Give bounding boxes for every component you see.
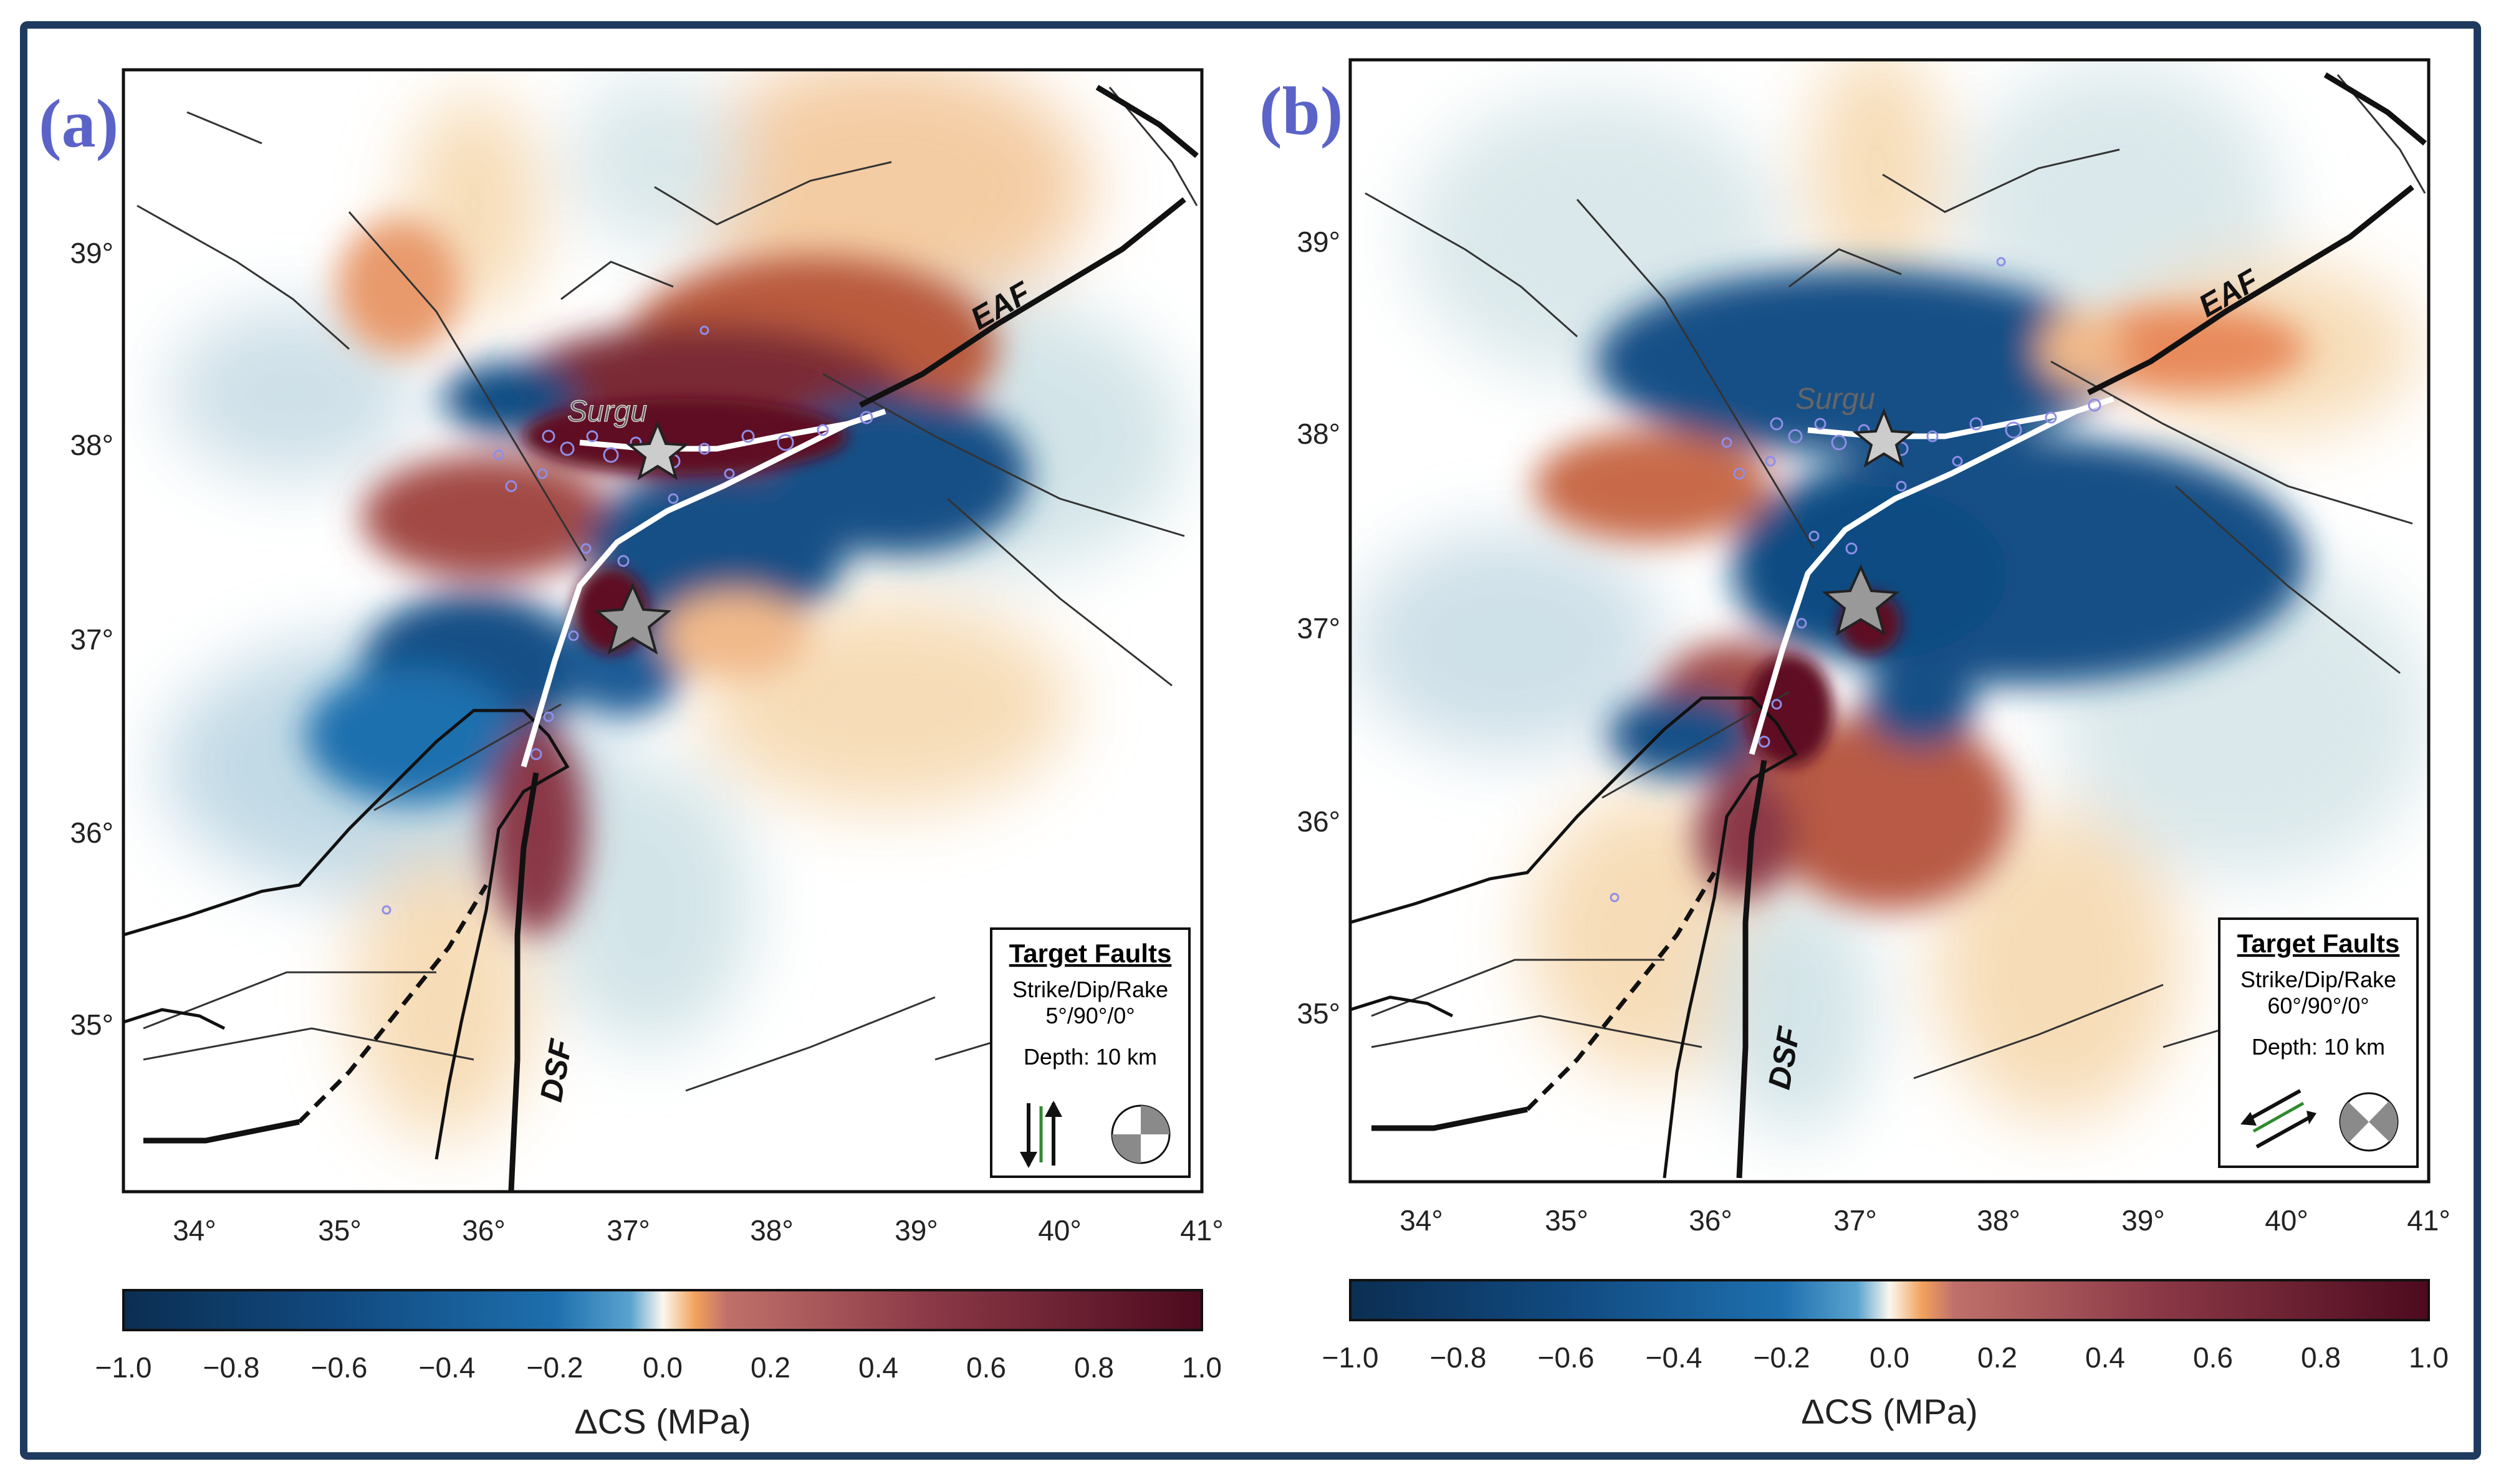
cb-tick-a: −0.4 — [419, 1351, 476, 1384]
target-faults-legend-b: Target Faults Strike/Dip/Rake 60°/90°/0°… — [2218, 917, 2419, 1168]
lat-tick-b-35: 35° — [1297, 997, 1340, 1030]
aftershocks-b — [1610, 257, 2101, 902]
lon-tick-b-34: 34° — [1399, 1204, 1443, 1237]
colorbar-gradient-b — [1349, 1279, 2430, 1321]
lon-axis-a: 34° 35° 36° 37° 38° 39° 40° 41° — [173, 1214, 1224, 1247]
lon-tick-a-34: 34° — [173, 1214, 216, 1247]
lon-tick-a-37: 37° — [607, 1214, 650, 1247]
inferred-fault-b — [1525, 871, 1717, 1111]
cb-tick-a: 0.2 — [751, 1351, 790, 1384]
map-frame-b — [1348, 58, 2431, 1184]
legend-depth-b: Depth: 10 km — [2252, 1034, 2385, 1060]
cb-tick-a: 0.6 — [966, 1351, 1006, 1384]
epicenter-star-a1 — [626, 420, 689, 481]
lon-axis-b: 34° 35° 36° 37° 38° 39° 40° 41° — [1399, 1204, 2451, 1237]
colorbar-label-a: ΔCS (MPa) — [574, 1402, 751, 1441]
cb-tick-b: −0.6 — [1538, 1341, 1595, 1374]
epicenter-star-b1 — [1852, 408, 1916, 468]
panel-label-a: (a) — [39, 85, 118, 161]
cb-tick-b: −1.0 — [1322, 1341, 1379, 1374]
inferred-fault-a — [297, 884, 489, 1124]
minor-faults-a — [137, 87, 1198, 1092]
panel-label-b: (b) — [1259, 73, 1343, 149]
label-surgu-a: Surgu — [567, 395, 647, 428]
lat-tick-a-39: 39° — [70, 237, 113, 269]
coastline-b — [1350, 696, 1798, 1179]
stress-field-b: Surgu EAF DSF — [1350, 60, 2429, 1182]
lon-tick-b-35: 35° — [1545, 1204, 1588, 1237]
colorbar-a: −1.0 −0.8 −0.6 −0.4 −0.2 0.0 0.2 0.4 0.6… — [95, 1289, 1222, 1441]
cb-tick-b: −0.2 — [1754, 1341, 1810, 1374]
lat-tick-a-35: 35° — [70, 1008, 113, 1041]
lat-tick-b-36: 36° — [1297, 805, 1340, 838]
lat-tick-a-37: 37° — [70, 623, 113, 656]
cb-tick-a: 0.0 — [643, 1351, 683, 1384]
lon-tick-a-36: 36° — [462, 1214, 506, 1247]
cb-tick-b: 0.2 — [1977, 1341, 2017, 1374]
lon-tick-b-36: 36° — [1689, 1204, 1732, 1237]
cb-tick-a: 1.0 — [1182, 1351, 1222, 1384]
coastline-a — [123, 709, 570, 1160]
lon-tick-a-41: 41° — [1180, 1214, 1224, 1247]
lon-tick-b-40: 40° — [2265, 1204, 2308, 1237]
legend-params-label-b: Strike/Dip/Rake — [2240, 967, 2396, 992]
colorbar-label-b: ΔCS (MPa) — [1801, 1392, 1977, 1431]
epicenter-star-a2 — [593, 583, 672, 655]
cb-tick-a: 0.8 — [1074, 1351, 1114, 1384]
map-frame-a — [122, 68, 1204, 1194]
legend-params-value-b: 60°/90°/0° — [2267, 993, 2369, 1018]
epicenter-star-b2 — [1822, 564, 1900, 636]
cb-tick-b: 0.4 — [2085, 1341, 2125, 1374]
lat-axis-a: 39° 38° 37° 36° 35° — [70, 237, 113, 1041]
beachball-focal-mechanism-icon — [1111, 1104, 1171, 1164]
lat-tick-a-38: 38° — [70, 429, 113, 461]
stress-field-a: Surgu EAF DSF — [123, 70, 1202, 1192]
target-faults-legend-a: Target Faults Strike/Dip/Rake 5°/90°/0° … — [990, 927, 1191, 1178]
cb-tick-a: −0.6 — [311, 1351, 368, 1384]
lat-tick-b-39: 39° — [1297, 226, 1340, 258]
cb-tick-a: −0.2 — [527, 1351, 583, 1384]
label-surgu-b: Surgu — [1795, 383, 1875, 416]
lat-axis-b: 39° 38° 37° 36° 35° — [1297, 226, 1340, 1030]
lon-tick-b-41: 41° — [2407, 1204, 2451, 1237]
legend-title-b: Target Faults — [2237, 929, 2400, 958]
legend-title-a: Target Faults — [1009, 939, 1172, 968]
lon-tick-b-38: 38° — [1977, 1204, 2020, 1237]
major-faults-b — [1371, 72, 2427, 1179]
cb-tick-b: −0.8 — [1430, 1341, 1487, 1374]
vertical-strike-slip-arrows-icon — [1020, 1101, 1062, 1168]
cb-tick-a: −1.0 — [95, 1351, 152, 1384]
cb-tick-b: 0.0 — [1870, 1341, 1909, 1374]
colorbar-b: −1.0 −0.8 −0.6 −0.4 −0.2 0.0 0.2 0.4 0.6… — [1322, 1279, 2449, 1431]
cb-tick-a: −0.8 — [203, 1351, 260, 1384]
aftershocks-a — [382, 325, 873, 915]
lon-tick-b-39: 39° — [2121, 1204, 2165, 1237]
lon-tick-a-39: 39° — [895, 1214, 938, 1247]
lon-tick-a-38: 38° — [750, 1214, 794, 1247]
lat-tick-b-37: 37° — [1297, 612, 1340, 644]
cb-tick-b: 0.8 — [2301, 1341, 2341, 1374]
lon-tick-a-40: 40° — [1038, 1214, 1082, 1247]
cb-tick-b: 1.0 — [2409, 1341, 2449, 1374]
lon-tick-b-37: 37° — [1833, 1204, 1877, 1237]
diagonal-strike-slip-arrows-icon — [2240, 1089, 2316, 1149]
cb-tick-b: −0.4 — [1646, 1341, 1702, 1374]
beachball-focal-mechanism-icon — [2339, 1092, 2399, 1152]
panel-b: Surgu EAF DSF (b) 34° 35° 36° 37° 38° 39… — [1259, 58, 2451, 1431]
legend-params-value-a: 5°/90°/0° — [1045, 1003, 1135, 1028]
lon-tick-a-35: 35° — [318, 1214, 362, 1247]
colorbar-gradient-a — [122, 1289, 1203, 1331]
major-faults-a — [143, 85, 1199, 1191]
legend-params-label-a: Strike/Dip/Rake — [1012, 977, 1168, 1002]
cb-tick-b: 0.6 — [2193, 1341, 2233, 1374]
lat-tick-b-38: 38° — [1297, 418, 1340, 450]
lat-tick-a-36: 36° — [70, 816, 113, 849]
panel-a: Surgu EAF DSF (a) 34° 35° 36° 37° 38° 39… — [39, 68, 1224, 1441]
legend-depth-a: Depth: 10 km — [1024, 1044, 1157, 1070]
cb-tick-a: 0.4 — [858, 1351, 898, 1384]
